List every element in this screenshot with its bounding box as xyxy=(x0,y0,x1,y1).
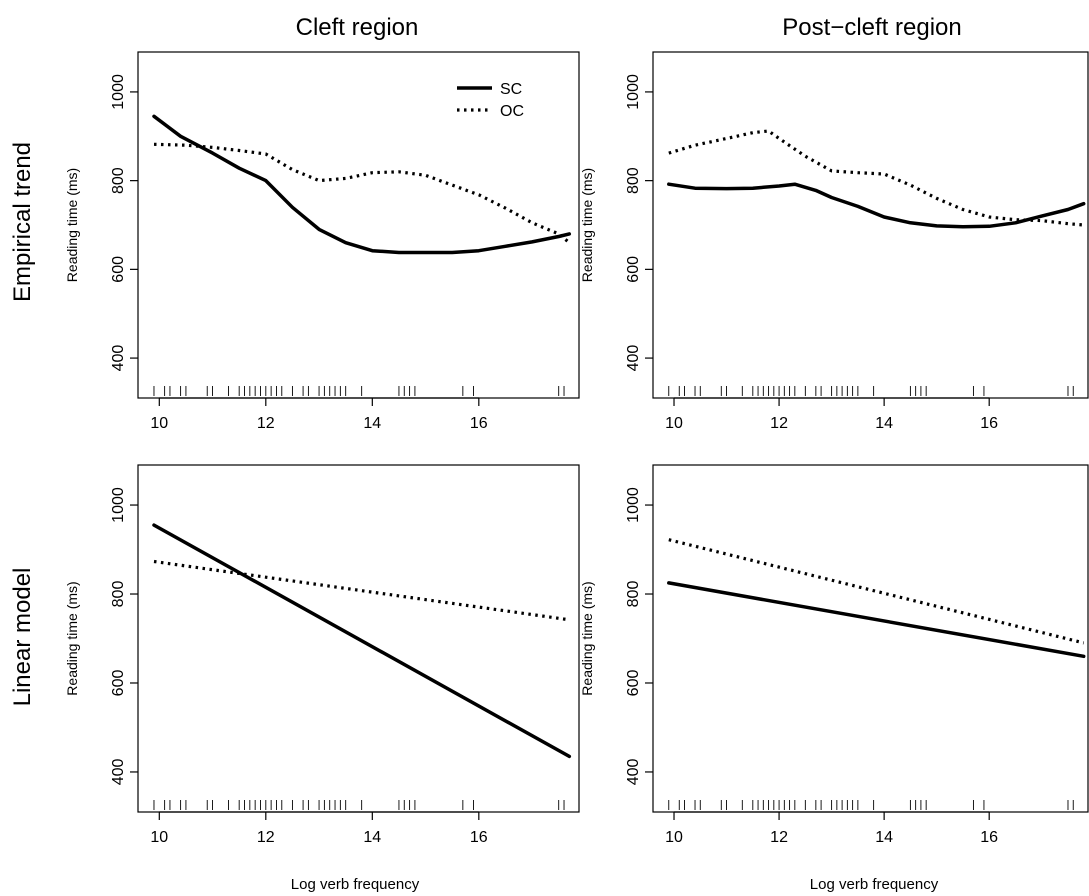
x-tick-label: 14 xyxy=(363,829,381,846)
x-tick-label: 12 xyxy=(770,415,788,432)
series-line-sc xyxy=(152,523,572,759)
y-tick-label: 600 xyxy=(625,670,642,697)
y-tick-label: 800 xyxy=(625,167,642,194)
column-title-cleft: Cleft region xyxy=(296,14,419,41)
panel-3: 10 12 14 16 400 600 800 1000 Reading time (ms) xyxy=(579,464,1089,846)
x-tick-label: 14 xyxy=(363,415,381,432)
x-tick-label: 12 xyxy=(770,829,788,846)
x-tick-label: 14 xyxy=(875,415,893,432)
series-line-sc xyxy=(152,114,572,255)
y-tick-label: 1000 xyxy=(625,74,642,110)
y-tick-label: 800 xyxy=(110,167,127,194)
y-tick-label: 600 xyxy=(625,256,642,283)
x-tick-label: 12 xyxy=(257,415,275,432)
x-tick-label: 16 xyxy=(470,415,488,432)
series-line-oc xyxy=(668,538,1085,645)
series-line-oc xyxy=(668,129,1084,227)
y-tick-label: 600 xyxy=(110,256,127,283)
x-tick-label: 10 xyxy=(150,415,168,432)
panel-frame xyxy=(652,464,1089,813)
y-axis-label: Reading time (ms) xyxy=(579,581,595,695)
y-tick-label: 1000 xyxy=(110,74,127,110)
x-tick-label: 16 xyxy=(470,829,488,846)
legend: SC OC xyxy=(457,81,524,120)
legend-sc-label: SC xyxy=(500,81,522,98)
y-tick-label: 400 xyxy=(625,759,642,786)
series-line-oc xyxy=(153,142,571,244)
series-line-oc xyxy=(153,559,570,622)
legend-oc-label: OC xyxy=(500,103,524,120)
panel-0: 10 12 14 16 400 600 800 1000 Reading time (ms) xyxy=(64,51,580,432)
series-line-sc xyxy=(667,182,1086,229)
x-axis-label-left: Log verb frequency xyxy=(291,876,420,893)
x-tick-label: 10 xyxy=(150,829,168,846)
column-title-post-cleft: Post−cleft region xyxy=(782,14,961,41)
x-tick-label: 14 xyxy=(875,829,893,846)
panel-1: 10 12 14 16 400 600 800 1000 Reading time (ms) xyxy=(579,51,1089,432)
x-axis-label-right: Log verb frequency xyxy=(810,876,939,893)
y-axis-label: Reading time (ms) xyxy=(64,168,80,282)
y-tick-label: 400 xyxy=(110,759,127,786)
row-title-empirical: Empirical trend xyxy=(9,142,36,302)
y-tick-label: 600 xyxy=(110,670,127,697)
row-title-linear: Linear model xyxy=(9,568,36,707)
series-line-sc xyxy=(667,581,1086,659)
x-tick-label: 10 xyxy=(665,415,683,432)
panel-2: 10 12 14 16 400 600 800 1000 Reading time (ms) xyxy=(64,464,580,846)
y-tick-label: 800 xyxy=(625,581,642,608)
y-axis-label: Reading time (ms) xyxy=(64,581,80,695)
y-tick-label: 400 xyxy=(625,345,642,372)
x-tick-label: 12 xyxy=(257,829,275,846)
y-tick-label: 800 xyxy=(110,581,127,608)
y-tick-label: 1000 xyxy=(625,487,642,523)
x-tick-label: 16 xyxy=(980,415,998,432)
y-axis-label: Reading time (ms) xyxy=(579,168,595,282)
y-tick-label: 400 xyxy=(110,345,127,372)
x-tick-label: 16 xyxy=(980,829,998,846)
x-tick-label: 10 xyxy=(665,829,683,846)
panel-frame xyxy=(652,51,1089,399)
y-tick-label: 1000 xyxy=(110,487,127,523)
